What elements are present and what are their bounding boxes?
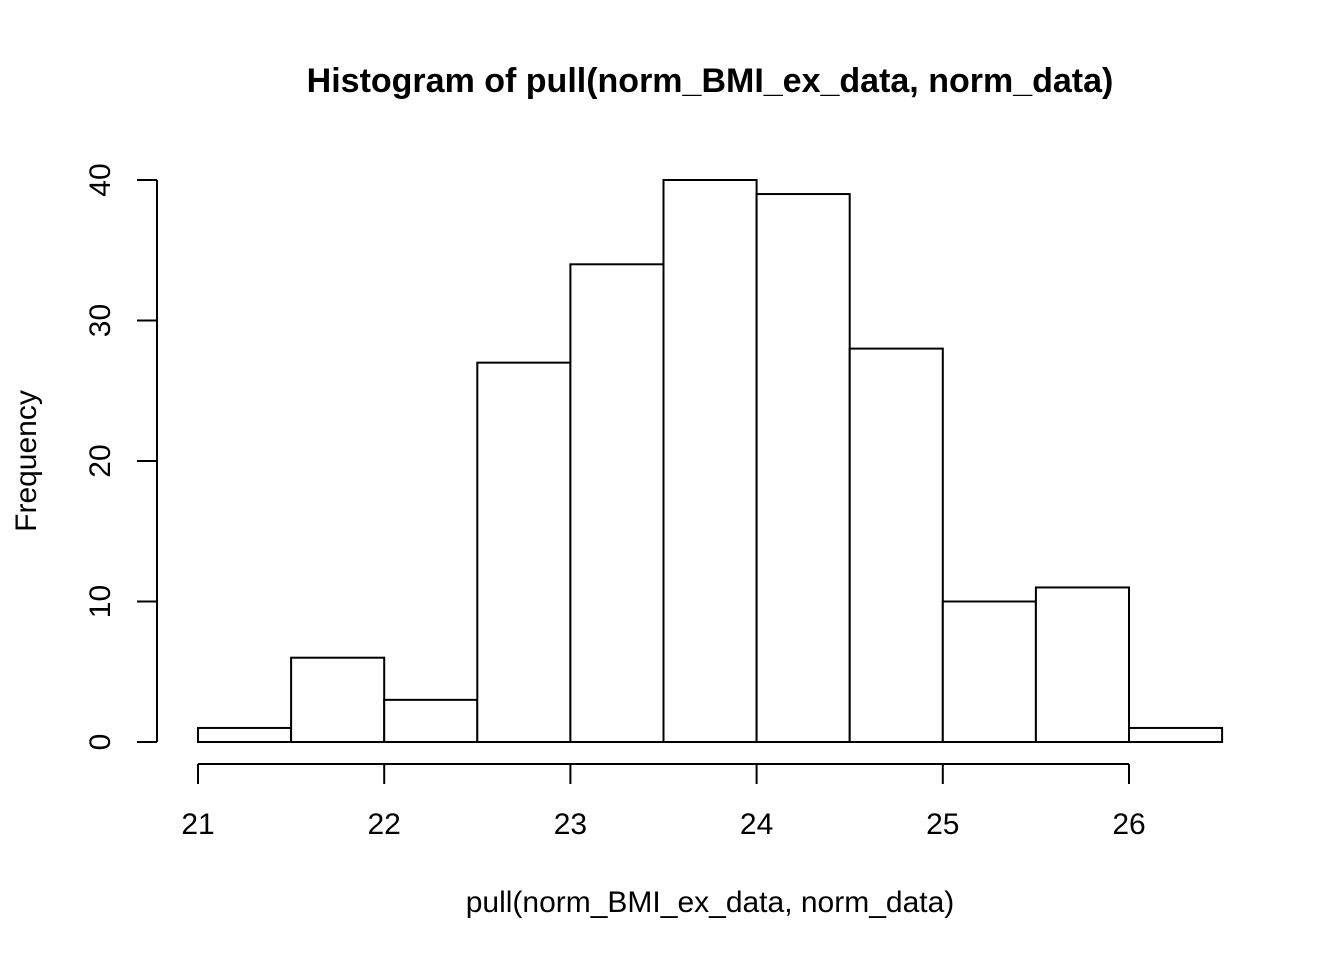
histogram-bar [290, 656, 386, 744]
histogram-bar [755, 193, 851, 744]
histogram-bar [662, 179, 758, 743]
x-axis: 21 22 23 24 25 26 [181, 763, 1146, 841]
x-tick-label: 22 [368, 808, 401, 841]
y-tick-label: 30 [84, 304, 117, 337]
histogram-bar [383, 698, 479, 743]
histogram-bar [848, 347, 944, 743]
histogram-bar [941, 600, 1037, 743]
y-tick-label: 0 [84, 734, 117, 751]
y-axis-title: Frequency [10, 390, 43, 532]
histogram-bar [476, 361, 572, 743]
chart-title: Histogram of pull(norm_BMI_ex_data, norm… [307, 62, 1114, 100]
histogram-bar [197, 726, 293, 744]
histogram-bar [1034, 586, 1131, 744]
x-tick-label: 25 [926, 808, 959, 841]
x-tick-label: 24 [740, 808, 773, 841]
x-tick-label: 26 [1112, 808, 1145, 841]
x-axis-title: pull(norm_BMI_ex_data, norm_data) [466, 886, 955, 919]
y-tick-label: 40 [84, 163, 117, 196]
x-tick-label: 23 [554, 808, 587, 841]
y-tick-label: 10 [84, 585, 117, 618]
y-axis: 0 10 20 30 40 [84, 163, 158, 751]
histogram-bars [197, 179, 1224, 744]
histogram-bar [1128, 726, 1224, 744]
y-tick-label: 20 [84, 444, 117, 477]
x-tick-label: 21 [181, 808, 214, 841]
histogram-bar [569, 263, 665, 743]
